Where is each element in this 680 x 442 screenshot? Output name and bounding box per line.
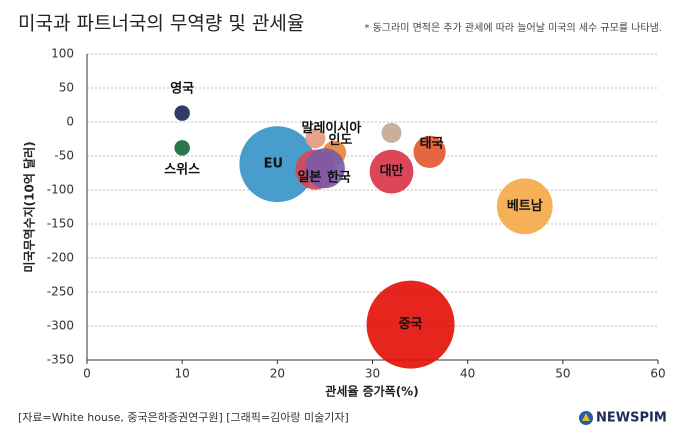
logo-icon-accent xyxy=(582,413,590,421)
bubble xyxy=(304,148,345,189)
y-tick-label: -50 xyxy=(54,149,74,163)
bubble xyxy=(496,178,553,235)
bubble xyxy=(239,126,316,203)
bubble xyxy=(174,105,190,121)
y-axis-label: 미국무역수지(10억 달러) xyxy=(22,141,37,272)
bubble xyxy=(366,280,455,369)
bubble-label: 대만 xyxy=(380,163,404,179)
bubble-label: 영국 xyxy=(170,82,194,97)
y-tick-label: -100 xyxy=(47,183,74,197)
bubble-label: 베트남 xyxy=(507,198,543,214)
x-tick-label: 10 xyxy=(175,367,190,381)
bubble xyxy=(413,135,446,169)
y-tick-label: 50 xyxy=(59,81,74,95)
bubble-label: 중국 xyxy=(399,317,423,332)
bubble-label: 태국 xyxy=(420,136,444,151)
y-tick-label: -300 xyxy=(47,319,74,333)
bubble xyxy=(174,140,190,156)
bubble-label: 한국 xyxy=(327,170,351,186)
bubble-label: 일본 xyxy=(297,170,321,185)
bubble xyxy=(305,128,326,149)
source: [자료=White house, 중국은하증권연구원] [그래픽=김아랑 미술기… xyxy=(18,410,349,424)
y-tick-label: -150 xyxy=(47,217,74,231)
x-tick-label: 0 xyxy=(83,367,91,381)
bubble-label: 인도 xyxy=(328,132,352,148)
chart-title: 미국과 파트너국의 무역량 및 관세율 xyxy=(18,13,304,35)
bubble xyxy=(381,122,402,143)
x-axis-label: 관세율 증가폭(%) xyxy=(325,384,418,399)
logo: NEWSPIM xyxy=(596,411,667,426)
bubble-label: 말레이시아 xyxy=(301,120,361,136)
y-tick-label: -250 xyxy=(47,285,74,299)
note: * 동그라미 면적은 추가 관세에 따라 늘어날 미국의 세수 규모를 나타냄. xyxy=(364,22,662,34)
x-tick-label: 30 xyxy=(365,367,380,381)
y-tick-label: -350 xyxy=(47,353,74,367)
x-tick-label: 60 xyxy=(650,367,665,381)
x-tick-label: 40 xyxy=(460,367,475,381)
bubble-label: EU xyxy=(264,157,283,172)
bubble-label: 스위스 xyxy=(164,162,200,177)
x-tick-label: 20 xyxy=(270,367,285,381)
y-tick-label: 0 xyxy=(66,115,74,129)
y-tick-label: 100 xyxy=(51,47,74,61)
x-tick-label: 50 xyxy=(555,367,570,381)
y-tick-label: -200 xyxy=(47,251,74,265)
bubble xyxy=(369,149,414,194)
